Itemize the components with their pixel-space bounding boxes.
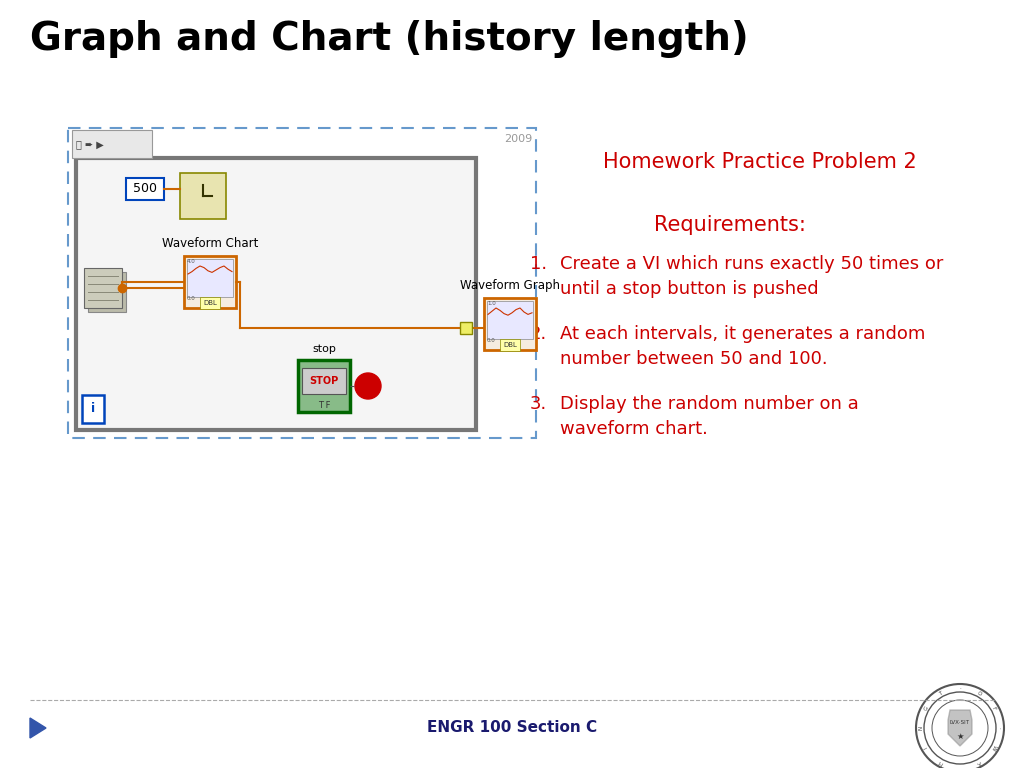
Text: ✋ ➨ ▶: ✋ ➨ ▶ bbox=[76, 139, 103, 149]
Text: S: S bbox=[958, 764, 962, 768]
Text: 4.0: 4.0 bbox=[187, 259, 196, 264]
Polygon shape bbox=[30, 718, 46, 738]
Text: Display the random number on a
waveform chart.: Display the random number on a waveform … bbox=[560, 395, 859, 438]
Text: T: T bbox=[938, 691, 943, 697]
Text: DBL: DBL bbox=[203, 300, 217, 306]
FancyBboxPatch shape bbox=[487, 301, 534, 339]
FancyBboxPatch shape bbox=[72, 130, 152, 158]
Text: N: N bbox=[919, 726, 924, 730]
FancyBboxPatch shape bbox=[298, 360, 350, 412]
FancyBboxPatch shape bbox=[84, 268, 122, 308]
Text: 1.0: 1.0 bbox=[487, 301, 496, 306]
Text: 0.0: 0.0 bbox=[487, 337, 496, 343]
Text: ENGR 100 Section C: ENGR 100 Section C bbox=[427, 720, 597, 736]
FancyBboxPatch shape bbox=[68, 128, 536, 438]
Text: Requirements:: Requirements: bbox=[654, 215, 806, 235]
FancyBboxPatch shape bbox=[76, 158, 476, 430]
Text: STOP: STOP bbox=[309, 376, 339, 386]
Text: A: A bbox=[977, 759, 982, 765]
Text: stop: stop bbox=[312, 344, 336, 354]
FancyBboxPatch shape bbox=[126, 178, 164, 200]
Circle shape bbox=[355, 373, 381, 399]
FancyBboxPatch shape bbox=[184, 256, 236, 308]
Text: Graph and Chart (history length): Graph and Chart (history length) bbox=[30, 20, 749, 58]
Text: 500: 500 bbox=[133, 183, 157, 196]
Text: G: G bbox=[923, 706, 930, 712]
Text: O: O bbox=[977, 691, 983, 697]
Polygon shape bbox=[948, 710, 972, 746]
Circle shape bbox=[187, 180, 219, 212]
Text: F: F bbox=[991, 706, 996, 711]
FancyBboxPatch shape bbox=[180, 173, 226, 219]
Text: Waveform Graph: Waveform Graph bbox=[460, 279, 560, 292]
FancyBboxPatch shape bbox=[187, 259, 233, 297]
Text: 0.0: 0.0 bbox=[187, 296, 196, 300]
FancyBboxPatch shape bbox=[484, 298, 536, 350]
Text: 1.: 1. bbox=[530, 255, 547, 273]
Text: Waveform Chart: Waveform Chart bbox=[162, 237, 258, 250]
Text: H: H bbox=[937, 759, 943, 765]
FancyBboxPatch shape bbox=[82, 395, 104, 423]
Text: At each intervals, it generates a random
number between 50 and 100.: At each intervals, it generates a random… bbox=[560, 325, 926, 368]
Text: T F: T F bbox=[317, 402, 331, 411]
Text: ·: · bbox=[996, 727, 1001, 729]
Text: Create a VI which runs exactly 50 times or
until a stop button is pushed: Create a VI which runs exactly 50 times … bbox=[560, 255, 943, 298]
Text: 2009: 2009 bbox=[504, 134, 532, 144]
Text: 2.: 2. bbox=[530, 325, 547, 343]
FancyBboxPatch shape bbox=[460, 322, 472, 334]
Text: DBL: DBL bbox=[503, 342, 517, 348]
Text: W: W bbox=[990, 744, 997, 751]
Text: ★: ★ bbox=[956, 731, 964, 740]
Text: I: I bbox=[924, 746, 929, 750]
Text: 3.: 3. bbox=[530, 395, 547, 413]
Text: i: i bbox=[91, 402, 95, 415]
FancyBboxPatch shape bbox=[302, 368, 346, 394]
Text: Homework Practice Problem 2: Homework Practice Problem 2 bbox=[603, 152, 916, 172]
Text: ·: · bbox=[959, 687, 961, 691]
FancyBboxPatch shape bbox=[88, 272, 126, 312]
Text: LVX·SIT: LVX·SIT bbox=[950, 720, 970, 724]
